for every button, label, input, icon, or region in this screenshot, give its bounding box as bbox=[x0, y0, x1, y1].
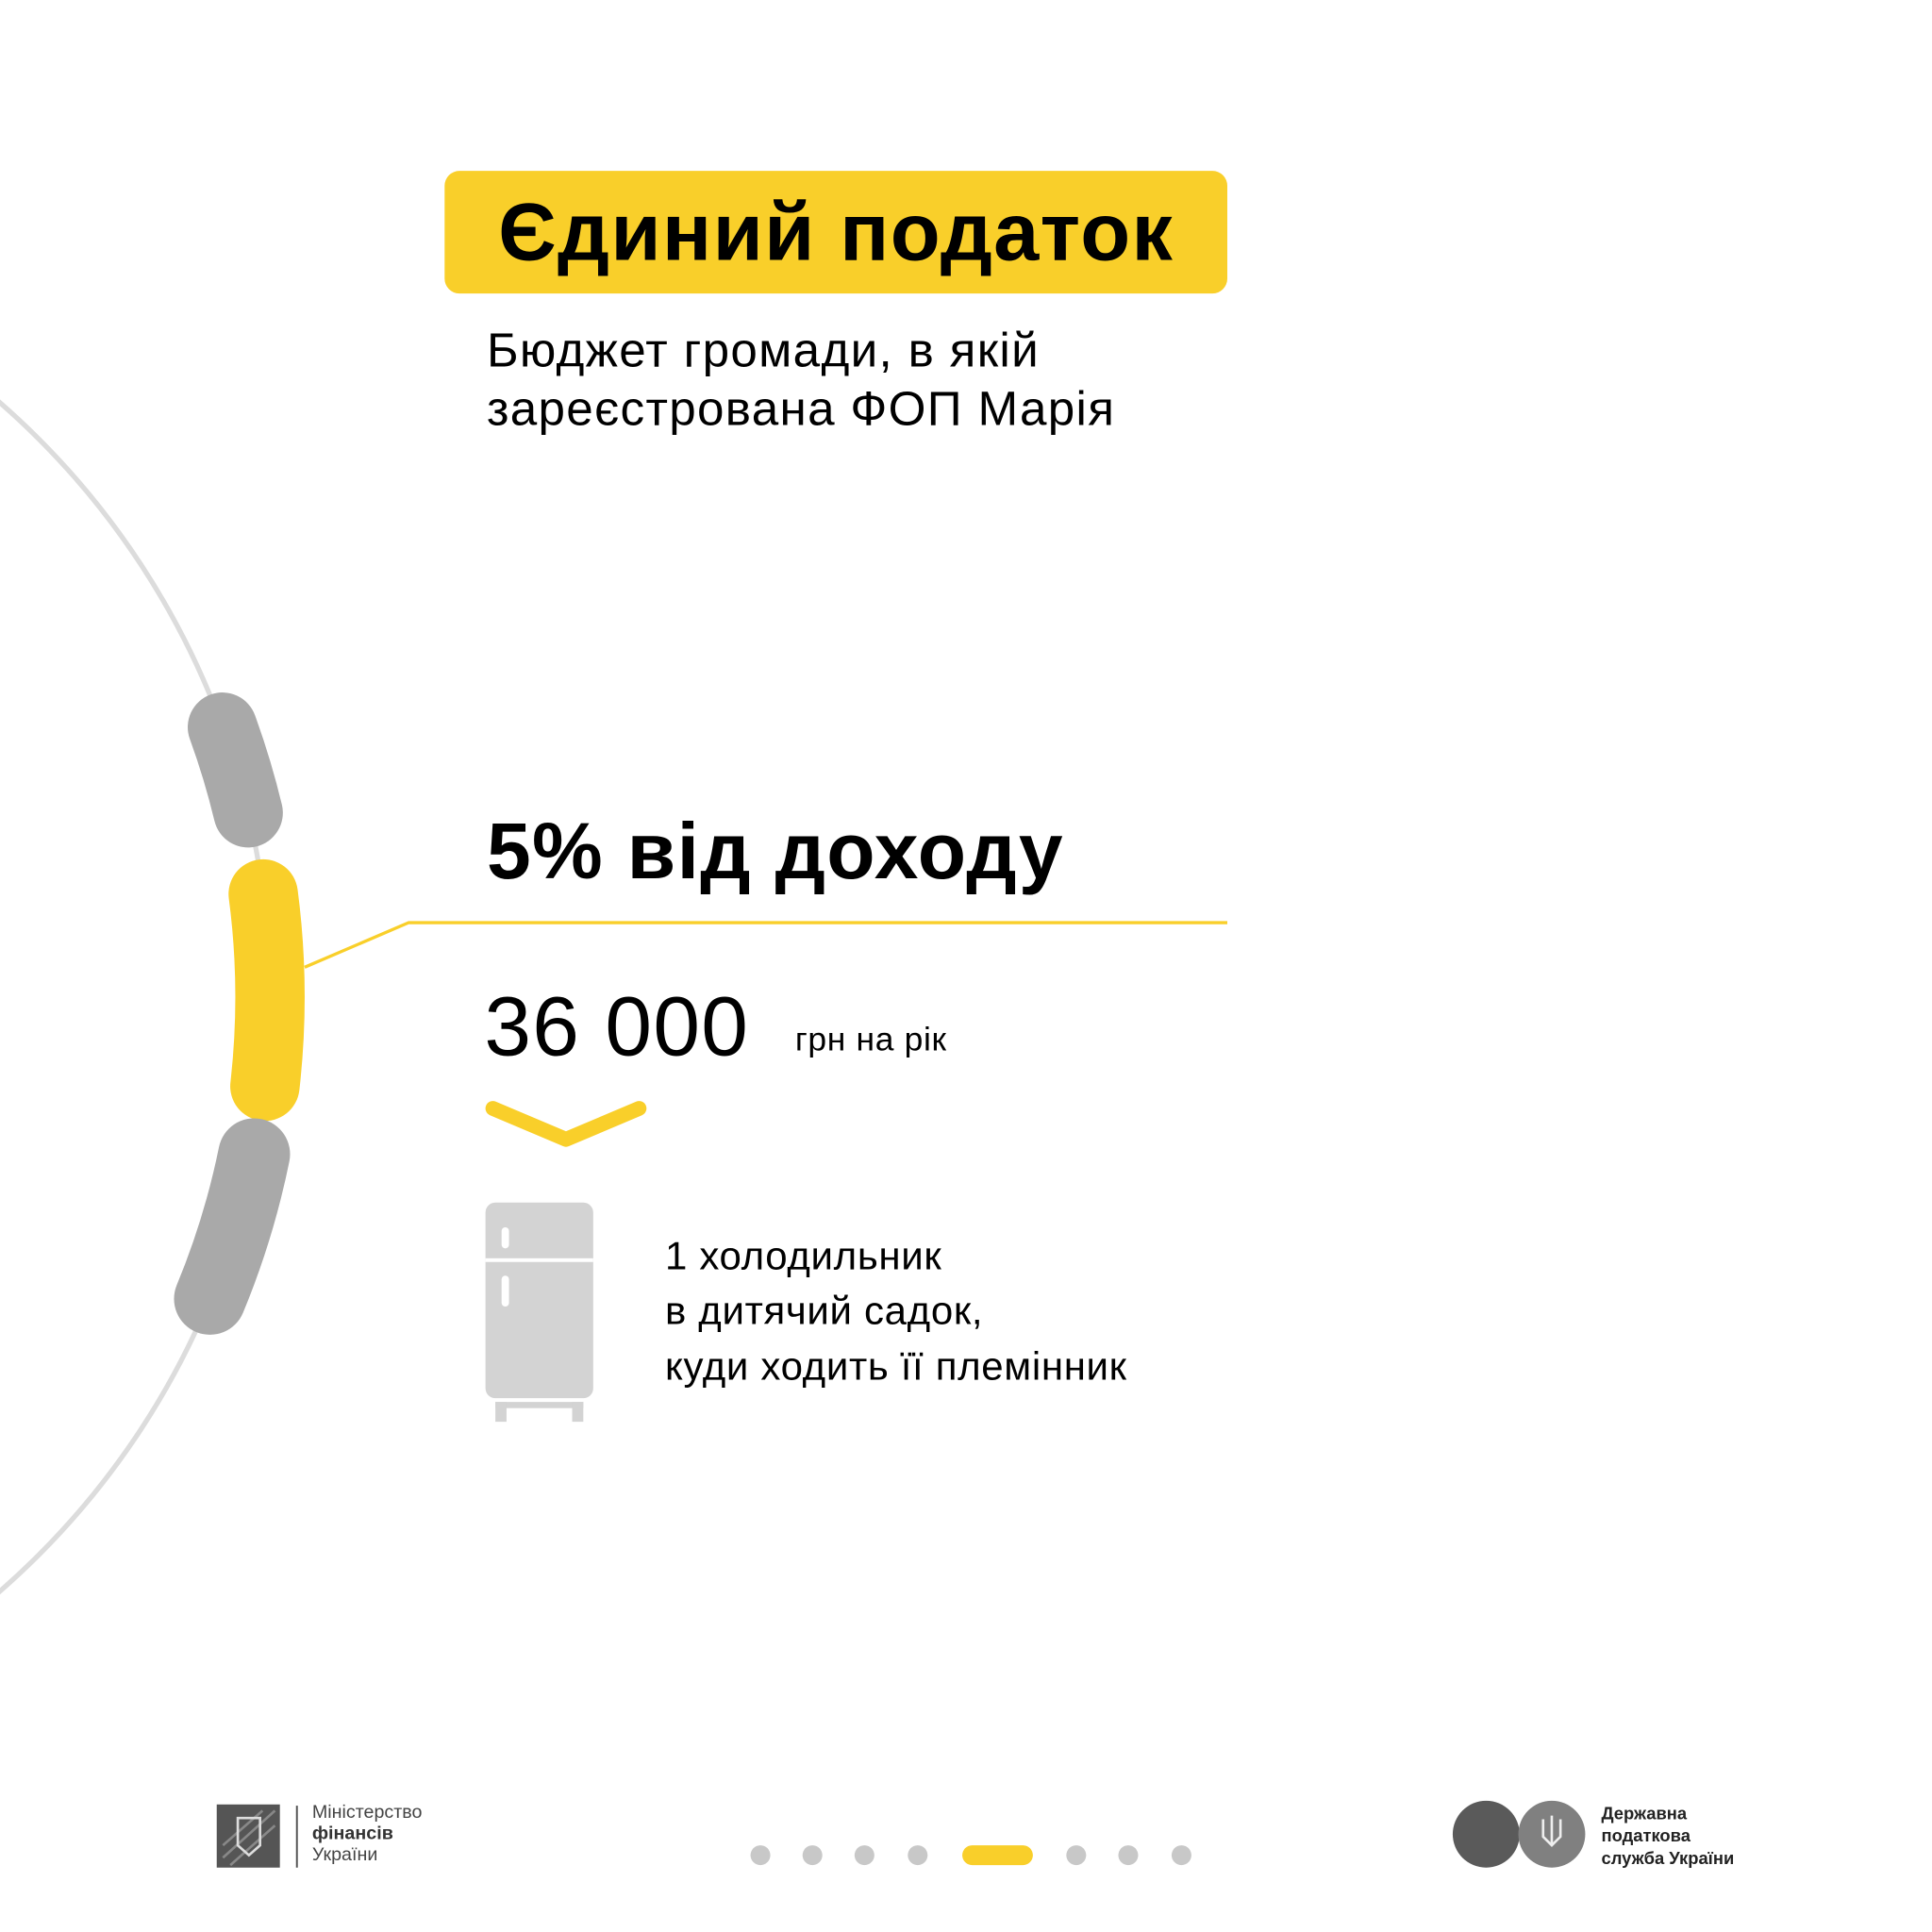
fridge-icon bbox=[485, 1202, 593, 1423]
ministry-line-2: фінансів bbox=[311, 1823, 393, 1844]
tax-service-line-2: податкова bbox=[1601, 1825, 1690, 1846]
pagination-dot[interactable] bbox=[1066, 1845, 1087, 1866]
subtitle-line-2: зареєстрована ФОП Марія bbox=[486, 382, 1116, 437]
amount-unit: грн на рік bbox=[794, 1020, 947, 1058]
subtitle-line-1: Бюджет громади, в якій bbox=[486, 324, 1041, 378]
description-line-3: куди ходить її племінник bbox=[664, 1343, 1127, 1389]
connector-line bbox=[304, 921, 1228, 969]
pagination[interactable] bbox=[750, 1845, 1191, 1866]
tax-service-line-1: Державна bbox=[1601, 1803, 1688, 1824]
description-line-2: в дитячий садок, bbox=[664, 1288, 984, 1333]
pagination-dot[interactable] bbox=[908, 1845, 928, 1866]
chevron-down-icon bbox=[485, 1101, 647, 1147]
ministry-logo bbox=[216, 1804, 298, 1868]
pagination-dot-active[interactable] bbox=[962, 1845, 1033, 1866]
ring-segment-grey-bottom bbox=[174, 1118, 291, 1335]
pagination-dot[interactable] bbox=[802, 1845, 823, 1866]
pagination-dot[interactable] bbox=[1118, 1845, 1139, 1866]
title-badge: Єдиний податок bbox=[444, 171, 1228, 294]
ring-segment-active bbox=[228, 858, 305, 1122]
tax-service-line-3: служба України bbox=[1601, 1847, 1735, 1868]
ring-arc bbox=[0, 399, 273, 1595]
pagination-dot[interactable] bbox=[854, 1845, 874, 1866]
tax-rate: 5% від доходу bbox=[486, 806, 1064, 896]
ministry-line-3: України bbox=[311, 1843, 378, 1866]
description-line-1: 1 холодильник bbox=[664, 1233, 942, 1278]
tax-service-logo bbox=[1452, 1800, 1586, 1868]
pagination-dot[interactable] bbox=[750, 1845, 771, 1866]
ministry-line-1: Міністерство bbox=[311, 1802, 423, 1824]
page-title: Єдиний податок bbox=[498, 185, 1174, 278]
ring-segment-grey-top bbox=[188, 692, 283, 848]
amount-value: 36 000 bbox=[484, 979, 750, 1074]
pagination-dot[interactable] bbox=[1171, 1845, 1191, 1866]
